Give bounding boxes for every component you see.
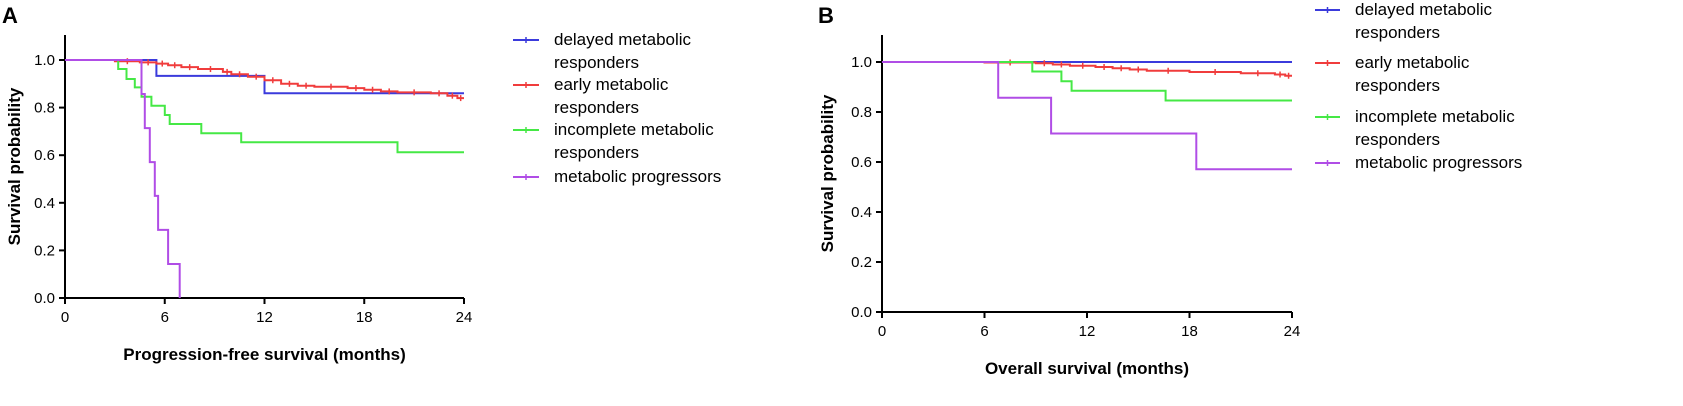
x-tick-label: 0 (61, 309, 69, 326)
chart-panel-a: A 0.0 0.2 0.4 0.6 0.8 1.0 0 6 12 18 24 Progression-f… (2, 3, 721, 364)
y-axis-title: Survival probability (818, 94, 837, 252)
y-tick-label: 1.0 (851, 54, 872, 71)
x-tick-label: 6 (161, 309, 169, 326)
legend-label: responders (554, 53, 639, 72)
y-tick-label: 0.6 (34, 147, 55, 164)
legend-label: delayed metabolic (1355, 0, 1493, 19)
legend-label: early metabolic (1355, 53, 1470, 72)
legend-label: responders (1355, 76, 1440, 95)
x-tick-label: 12 (1079, 323, 1096, 340)
legend-label: metabolic progressors (554, 167, 721, 186)
legend-label: incomplete metabolic (1355, 107, 1515, 126)
series-line-early-metabolic-responders (882, 61, 1292, 77)
y-tick-label: 0.8 (34, 100, 55, 117)
legend-label: responders (554, 98, 639, 117)
x-tick-label: 6 (980, 323, 988, 340)
legend-label: early metabolic (554, 75, 669, 94)
chart-panel-b: B 0.0 0.2 0.4 0.6 0.8 1.0 0 6 12 18 24 Overall survi… (818, 0, 1522, 378)
legend-label: responders (1355, 23, 1440, 42)
legend-label: incomplete metabolic (554, 120, 714, 139)
panel-letter: A (2, 3, 18, 28)
x-tick-label: 18 (1181, 323, 1198, 340)
series-line-incomplete-metabolic-responders (882, 61, 1292, 102)
x-axis-title: Overall survival (months) (985, 359, 1189, 378)
panel-letter: B (818, 3, 834, 28)
legend-label: responders (554, 143, 639, 162)
x-tick-label: 24 (1284, 323, 1301, 340)
y-axis-title: Survival probability (5, 87, 24, 245)
x-tick-label: 0 (878, 323, 886, 340)
y-tick-label: 0.4 (34, 195, 55, 212)
x-axis-title: Progression-free survival (months) (123, 345, 405, 364)
y-tick-label: 0.0 (851, 304, 872, 321)
y-tick-label: 0.4 (851, 204, 872, 221)
legend-label: metabolic progressors (1355, 153, 1522, 172)
legend-label: delayed metabolic (554, 30, 692, 49)
x-tick-label: 24 (456, 309, 473, 326)
legend-label: responders (1355, 130, 1440, 149)
x-tick-label: 18 (356, 309, 373, 326)
y-tick-label: 0.0 (34, 290, 55, 307)
series-line-metabolic-progressors (882, 61, 1292, 171)
series-line-metabolic-progressors (65, 59, 181, 298)
series-line-incomplete-metabolic-responders (65, 59, 464, 154)
y-tick-label: 1.0 (34, 52, 55, 69)
x-tick-label: 12 (256, 309, 273, 326)
y-tick-label: 0.6 (851, 154, 872, 171)
y-tick-label: 0.8 (851, 104, 872, 121)
y-tick-label: 0.2 (34, 242, 55, 259)
y-tick-label: 0.2 (851, 254, 872, 271)
